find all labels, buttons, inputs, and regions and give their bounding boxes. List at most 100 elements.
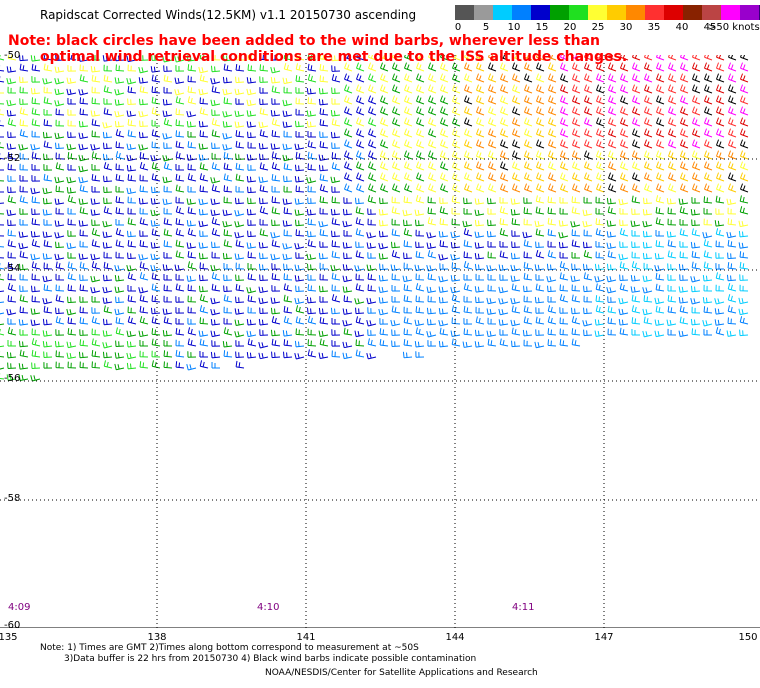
wind-barb [488,183,497,193]
wind-barb [139,350,149,358]
wind-barb [560,84,569,94]
wind-barb [246,208,257,216]
wind-barb [440,84,449,94]
wind-barb [198,208,209,216]
wind-barb [691,261,701,270]
wind-barb [151,86,161,94]
wind-barb [690,298,701,305]
wind-barb [246,110,257,117]
wind-barb [438,340,449,348]
wind-barb [668,172,677,182]
wind-barb [234,88,245,96]
wind-barb [294,120,305,128]
wind-barb [163,86,173,94]
wind-barb [55,119,65,127]
wind-barb [247,230,257,238]
wind-barb [535,316,545,325]
wind-barb [175,184,185,193]
wind-barb [283,63,293,72]
wind-barb [656,106,665,116]
wind-barb [379,197,389,205]
wind-barb [103,305,113,314]
wind-barb [368,62,377,72]
wind-barb [656,183,665,193]
wind-barb [198,88,209,96]
wind-barb [271,239,281,248]
wind-barb [283,207,293,215]
wind-barb [43,284,53,292]
wind-barb [440,128,449,138]
wind-barb [211,361,221,369]
wind-barb [499,217,509,226]
wind-barb [679,251,689,259]
wind-barb [223,239,233,248]
wind-barb [271,185,281,193]
wind-barb [344,95,353,105]
wind-barb [523,207,533,215]
wind-barb [714,220,725,227]
wind-barb [739,329,749,337]
wind-barb [319,108,329,116]
wind-barb [486,230,497,238]
wind-barb [368,84,377,94]
wind-barb [378,242,389,250]
wind-barb [199,294,209,303]
wind-barb [644,95,653,105]
wind-barb [210,308,221,316]
wind-barb [247,251,257,259]
wind-barb [558,220,569,227]
wind-barb [464,106,473,116]
wind-barb [211,118,221,127]
wind-barb [199,74,209,83]
wind-barb [500,161,509,171]
wind-barb [654,319,665,326]
wind-barb [54,176,65,184]
wind-barb [115,296,125,304]
wind-barb [0,74,5,83]
wind-barb [127,86,137,94]
wind-barb [235,340,245,347]
wind-barb [570,307,581,315]
wind-barb [642,252,653,260]
wind-barb [90,110,101,117]
wind-barb [536,161,545,171]
wind-barb [607,317,617,325]
note-line-2: optimal wind retrieval conditions are me… [40,49,628,65]
wind-barb [704,106,713,116]
wind-barb [535,206,545,215]
wind-barb [438,320,449,327]
lat-label-60: -60 [4,620,21,631]
wind-barb [727,317,737,325]
wind-barb [7,295,17,303]
wind-barb [476,84,485,94]
wind-barb [656,172,665,182]
wind-barb [426,318,437,326]
wind-barb [464,62,473,72]
wind-barb [18,263,29,271]
wind-barb [404,73,413,83]
wind-barb [7,118,17,127]
wind-barb [198,66,209,74]
wind-barb [404,128,413,138]
wind-barb [331,118,341,127]
wind-barb [499,196,509,204]
wind-barb [139,316,149,325]
wind-barb [235,64,245,72]
wind-barb [426,232,437,239]
wind-barb [306,263,317,271]
wind-barb [19,98,29,105]
wind-barb [571,229,581,237]
wind-barb [139,294,149,303]
wind-barb [258,342,269,349]
wind-barb [162,264,173,271]
wind-barb [560,139,569,149]
wind-barb [547,305,557,314]
wind-barb [151,173,161,182]
wind-barb [679,218,689,226]
wind-barb [510,209,521,216]
wind-barb [319,262,329,270]
wind-barb [115,185,125,193]
wind-barb [342,264,353,271]
wind-barb [643,295,653,303]
wind-barb [187,338,197,347]
